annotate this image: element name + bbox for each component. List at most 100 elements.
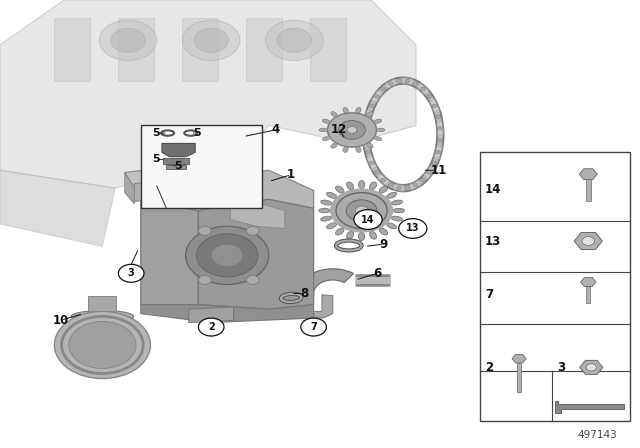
Ellipse shape (358, 181, 365, 189)
Polygon shape (141, 305, 314, 323)
Text: 5: 5 (152, 128, 159, 138)
Ellipse shape (343, 108, 348, 113)
Polygon shape (298, 269, 353, 297)
Text: 11: 11 (430, 164, 447, 177)
Circle shape (364, 127, 369, 130)
Circle shape (355, 206, 368, 215)
Ellipse shape (391, 216, 403, 221)
Ellipse shape (369, 231, 376, 239)
Ellipse shape (326, 192, 337, 198)
Circle shape (365, 115, 371, 118)
Ellipse shape (322, 137, 330, 141)
Text: 10: 10 (52, 314, 69, 327)
Text: 2: 2 (208, 322, 214, 332)
Circle shape (69, 322, 136, 368)
Polygon shape (88, 296, 116, 311)
Circle shape (118, 264, 144, 282)
Ellipse shape (319, 128, 328, 132)
Text: 1: 1 (287, 168, 295, 181)
Polygon shape (134, 181, 154, 202)
Bar (480, 152, 630, 421)
Polygon shape (555, 401, 625, 413)
Polygon shape (125, 172, 134, 204)
Bar (310, 18, 346, 81)
Circle shape (381, 178, 386, 182)
Circle shape (346, 200, 377, 221)
Polygon shape (294, 295, 333, 318)
Circle shape (436, 151, 441, 154)
Circle shape (586, 364, 596, 371)
Bar (141, 125, 262, 208)
Circle shape (436, 115, 441, 118)
Bar (246, 18, 282, 81)
Circle shape (427, 171, 432, 174)
Circle shape (186, 226, 269, 284)
Ellipse shape (319, 208, 330, 213)
Circle shape (582, 237, 595, 246)
Bar (182, 18, 218, 81)
Ellipse shape (322, 119, 330, 123)
Circle shape (381, 87, 386, 90)
Ellipse shape (387, 223, 397, 229)
Circle shape (194, 28, 228, 52)
Circle shape (339, 121, 365, 139)
Polygon shape (230, 202, 285, 228)
Bar (118, 18, 154, 81)
Text: 14: 14 (485, 183, 502, 197)
Text: 3: 3 (557, 361, 565, 374)
Text: 5: 5 (193, 128, 201, 138)
Text: 5: 5 (174, 161, 182, 171)
Ellipse shape (358, 233, 365, 241)
Circle shape (99, 20, 157, 60)
Circle shape (397, 186, 402, 190)
Circle shape (374, 95, 380, 98)
Polygon shape (141, 170, 314, 211)
Ellipse shape (343, 146, 348, 152)
Ellipse shape (369, 182, 376, 190)
Circle shape (198, 318, 224, 336)
Polygon shape (125, 166, 189, 188)
Circle shape (404, 186, 410, 190)
Circle shape (246, 226, 259, 235)
Circle shape (246, 276, 259, 284)
Ellipse shape (374, 137, 382, 141)
Ellipse shape (379, 186, 388, 193)
Text: 8: 8 (300, 287, 308, 300)
Circle shape (111, 28, 145, 52)
Circle shape (388, 82, 394, 86)
Circle shape (326, 112, 378, 148)
Ellipse shape (379, 228, 388, 235)
Circle shape (54, 311, 150, 379)
Ellipse shape (367, 143, 373, 148)
Bar (166, 165, 186, 169)
Circle shape (397, 79, 402, 83)
Circle shape (330, 189, 393, 233)
Bar (54, 18, 90, 81)
Circle shape (404, 79, 410, 83)
Ellipse shape (326, 223, 337, 229)
Circle shape (196, 234, 258, 277)
Text: 5: 5 (152, 154, 159, 164)
Polygon shape (162, 143, 195, 157)
Ellipse shape (376, 128, 385, 132)
Text: 4: 4 (271, 123, 279, 137)
Polygon shape (198, 199, 314, 309)
Ellipse shape (347, 231, 354, 239)
Circle shape (182, 20, 240, 60)
Circle shape (198, 226, 211, 235)
Ellipse shape (367, 112, 373, 117)
Ellipse shape (331, 143, 337, 148)
Text: 12: 12 (331, 123, 348, 137)
Text: 7: 7 (485, 288, 493, 302)
Bar (517, 363, 521, 392)
Polygon shape (189, 307, 234, 323)
Circle shape (369, 161, 374, 165)
Text: 7: 7 (310, 322, 317, 332)
Circle shape (432, 161, 437, 165)
Ellipse shape (347, 182, 354, 190)
Ellipse shape (71, 310, 134, 322)
Text: 14: 14 (361, 215, 375, 224)
Circle shape (413, 82, 418, 86)
Ellipse shape (393, 208, 404, 213)
Circle shape (420, 87, 426, 90)
